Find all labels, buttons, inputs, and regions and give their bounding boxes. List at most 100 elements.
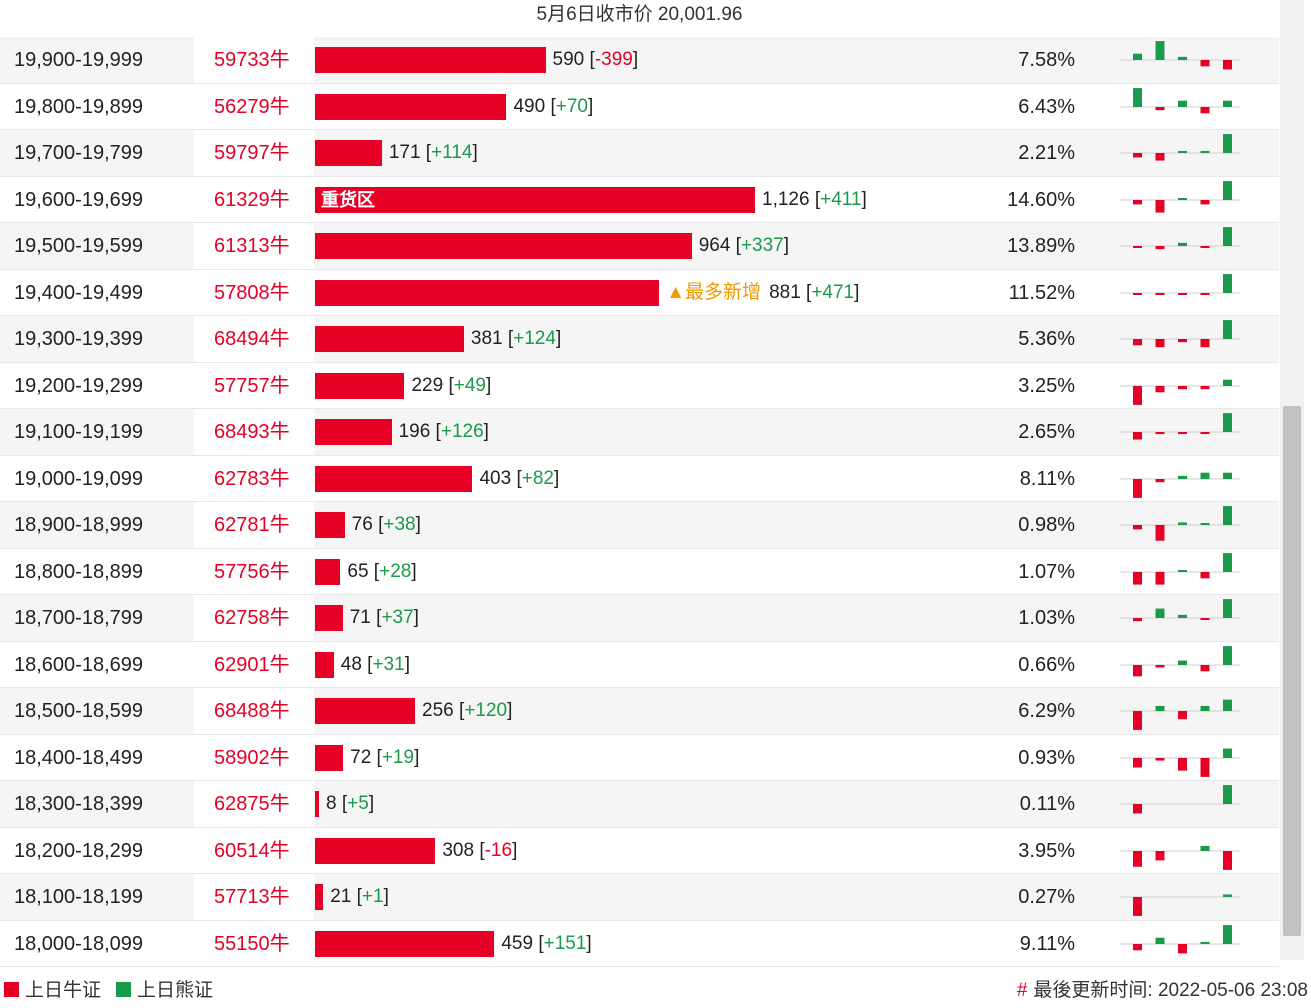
warrant-code-link[interactable]: 58902牛 (214, 746, 290, 769)
price-range: 18,600-18,699 (14, 653, 144, 676)
percentage: 7.58% (1018, 49, 1075, 71)
sparkline-bar (1155, 478, 1165, 482)
sparkline-bar (1155, 246, 1165, 250)
warrant-code-link[interactable]: 68494牛 (214, 328, 290, 350)
table-row[interactable]: 18,000-18,099 55150牛 459 [+151] 9.11% (0, 920, 1279, 967)
volume-bar-area: ▲最多新增 881 [+471] (314, 270, 1014, 316)
sparkline-bar (1178, 432, 1187, 434)
code-column-bg (194, 409, 314, 455)
warrant-code-link[interactable]: 59733牛 (214, 49, 290, 71)
table-row[interactable]: 18,100-18,199 57713牛 21 [+1] 0.27% (0, 874, 1279, 921)
warrant-code-link[interactable]: 62781牛 (214, 514, 290, 536)
volume-number: 48 (340, 653, 362, 675)
warrant-code-link[interactable]: 59797牛 (214, 142, 290, 164)
warrant-code-link[interactable]: 62758牛 (214, 607, 290, 629)
volume-number: 403 (479, 467, 512, 489)
warrant-code-link[interactable]: 68493牛 (214, 421, 290, 443)
sparkline-bar (1200, 845, 1210, 851)
table-row[interactable]: 18,200-18,299 60514牛 308 [-16] 3.95% (0, 827, 1279, 874)
table-row[interactable]: 19,200-19,299 57757牛 229 [+49] 3.25% (0, 362, 1279, 409)
warrant-code-link[interactable]: 57757牛 (214, 374, 290, 397)
warrant-code-link[interactable]: 55150牛 (214, 932, 290, 955)
volume-number: 229 (411, 374, 444, 396)
warrant-code-link[interactable]: 61313牛 (214, 235, 290, 257)
volume-bar (315, 558, 341, 585)
warrant-code-link[interactable]: 57713牛 (214, 886, 290, 908)
sparkline-bar (1178, 660, 1187, 665)
volume-bar-area: 381 [+124] (314, 316, 1014, 362)
table-row[interactable]: 18,300-18,399 62875牛 8 [+5] 0.11% (0, 781, 1279, 828)
code-column-bg (194, 688, 314, 734)
volume-bar (315, 233, 692, 259)
warrant-code-link[interactable]: 56279牛 (214, 95, 290, 118)
table-row[interactable]: 18,700-18,799 62758牛 71 [+37] 1.03% (0, 595, 1279, 642)
hash-icon: # (1016, 980, 1028, 1001)
price-range: 18,700-18,799 (14, 607, 144, 629)
trend-sparkline (1120, 134, 1240, 161)
volume-value: 171 [+114] (388, 142, 478, 163)
table-row[interactable]: 19,400-19,499 57808牛 ▲最多新增 881 [+471] 11.52% (0, 269, 1279, 316)
scrollbar[interactable] (1280, 0, 1304, 960)
table-row[interactable]: 19,300-19,399 68494牛 381 [+124] 5.36% (0, 316, 1279, 363)
volume-value: 8 [+5] (326, 793, 375, 814)
warrant-code-link[interactable]: 57808牛 (214, 281, 290, 304)
sparkline-bar (1155, 705, 1165, 711)
table-row[interactable]: 19,100-19,199 68493牛 196 [+126] 2.65% (0, 409, 1279, 456)
price-range: 18,500-18,599 (14, 700, 144, 722)
volume-change: +471 (811, 281, 855, 303)
volume-value: 72 [+19] (350, 746, 420, 768)
percentage: 2.21% (1018, 142, 1075, 164)
sparkline-bar (1223, 748, 1232, 758)
sparkline-bar (1155, 339, 1165, 348)
price-range: 19,500-19,599 (14, 235, 144, 257)
table-row[interactable]: 19,000-19,099 62783牛 403 [+82] 8.11% (0, 455, 1279, 502)
volume-number: 590 (552, 49, 585, 70)
sparkline-bar (1133, 943, 1142, 950)
warrant-code-link[interactable]: 61329牛 (214, 188, 290, 211)
volume-bar (315, 651, 334, 678)
scrollbar-thumb[interactable] (1283, 406, 1301, 936)
sparkline-bar (1178, 711, 1187, 720)
volume-bar-area: 72 [+19] (314, 735, 1014, 781)
percentage: 0.11% (1019, 793, 1075, 815)
percentage: 11.52% (1008, 281, 1075, 304)
trend-sparkline (1120, 413, 1240, 440)
price-range: 19,200-19,299 (14, 374, 144, 397)
warrant-code-link[interactable]: 62783牛 (214, 467, 290, 490)
sparkline-bar (1200, 60, 1210, 67)
volume-value: 71 [+37] (349, 607, 419, 628)
sparkline-bar (1200, 571, 1210, 578)
warrant-code-link[interactable]: 57756牛 (214, 560, 290, 583)
warrant-code-link[interactable]: 62875牛 (214, 793, 290, 815)
warrant-code-link[interactable]: 62901牛 (214, 653, 290, 676)
volume-bar (315, 791, 319, 817)
table-row[interactable]: 18,800-18,899 57756牛 65 [+28] 1.07% (0, 548, 1279, 595)
table-row[interactable]: 18,600-18,699 62901牛 48 [+31] 0.66% (0, 641, 1279, 688)
sparkline-bar (1223, 134, 1232, 153)
sparkline-bar (1223, 273, 1232, 293)
sparkline-bar (1178, 943, 1187, 953)
code-column-bg (194, 83, 314, 129)
volume-change: +19 (381, 746, 415, 768)
table-row[interactable]: 19,600-19,699 61329牛 重货区 1,126 [+411] 14.60% (0, 176, 1279, 223)
trend-sparkline (1120, 894, 1240, 916)
sparkline-bar (1155, 664, 1165, 668)
warrant-code-link[interactable]: 68488牛 (214, 700, 290, 722)
table-row[interactable]: 18,900-18,999 62781牛 76 [+38] 0.98% (0, 502, 1279, 549)
volume-bar (315, 326, 464, 352)
warrant-code-link[interactable]: 60514牛 (214, 839, 290, 862)
sparkline-bar (1178, 339, 1187, 343)
table-row[interactable]: 18,400-18,499 58902牛 72 [+19] 0.93% (0, 734, 1279, 781)
percentage: 1.03% (1018, 607, 1075, 629)
table-row[interactable]: 19,800-19,899 56279牛 490 [+70] 6.43% (0, 83, 1279, 130)
table-row[interactable]: 19,900-19,999 59733牛 590 [-399] 7.58% (0, 37, 1279, 84)
sparkline-bar (1155, 608, 1165, 618)
table-row[interactable]: 18,500-18,599 68488牛 256 [+120] 6.29% (0, 688, 1279, 735)
sparkline-bar (1200, 757, 1210, 777)
table-row[interactable]: 19,500-19,599 61313牛 964 [+337] 13.89% (0, 223, 1279, 270)
percentage: 1.07% (1018, 560, 1075, 583)
volume-bar (315, 698, 416, 724)
table-row[interactable]: 19,700-19,799 59797牛 171 [+114] 2.21% (0, 130, 1279, 177)
sparkline-bar (1155, 385, 1165, 392)
code-column-bg (194, 37, 314, 83)
